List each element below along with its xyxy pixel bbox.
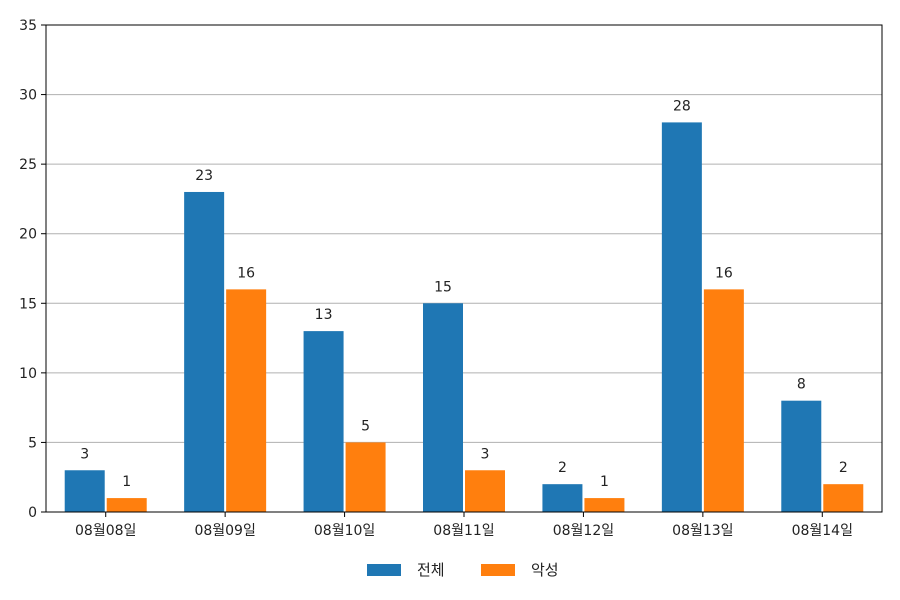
x-tick-label: 08월10일 <box>314 523 375 539</box>
bar-malicious <box>703 289 744 512</box>
plot-frame <box>45 24 883 513</box>
legend-swatch <box>481 564 515 576</box>
data-label: 15 <box>434 279 452 295</box>
data-label: 5 <box>361 418 370 434</box>
bar-malicious <box>465 470 505 512</box>
data-label: 23 <box>195 168 213 184</box>
bar-total <box>64 470 105 512</box>
data-label: 2 <box>839 460 848 476</box>
bar-total <box>542 484 583 512</box>
y-tick-label: 25 <box>19 157 37 173</box>
x-tick-label: 08월09일 <box>194 523 255 539</box>
data-label: 28 <box>673 98 691 114</box>
bar-malicious <box>345 442 386 512</box>
bar-total <box>423 303 463 512</box>
y-tick-label: 0 <box>28 505 37 521</box>
legend-label: 악성 <box>531 561 559 579</box>
x-tick-label: 08월14일 <box>792 523 853 539</box>
y-tick-label: 10 <box>19 366 37 382</box>
data-labels: 3 1 23 16 13 5 15 3 2 1 28 16 8 2 <box>80 98 847 490</box>
data-label: 1 <box>122 474 131 490</box>
data-label: 16 <box>715 265 733 281</box>
bar-total <box>184 191 225 512</box>
bar-malicious <box>823 484 864 512</box>
y-tick-label: 5 <box>28 435 37 451</box>
data-label: 8 <box>797 377 806 393</box>
bar-malicious <box>226 289 267 512</box>
grid-lines <box>46 94 882 443</box>
data-label: 1 <box>600 474 609 490</box>
bar-total <box>661 122 702 513</box>
bar-total <box>303 331 344 512</box>
y-tick-label: 20 <box>19 227 37 243</box>
legend-swatch <box>367 564 401 576</box>
x-tick-label: 08월13일 <box>672 523 733 539</box>
data-label: 2 <box>558 460 567 476</box>
data-label: 16 <box>237 265 255 281</box>
x-axis: 08월08일 08월09일 08월10일 08월11일 08월12일 08월13일 08월1… <box>75 512 853 539</box>
bar-malicious <box>584 498 625 512</box>
y-tick-label: 35 <box>19 18 37 34</box>
bar-malicious <box>106 498 147 512</box>
bars <box>64 122 864 513</box>
x-tick-label: 08월12일 <box>553 523 614 539</box>
x-tick-label: 08월11일 <box>433 523 494 539</box>
data-label: 3 <box>481 446 490 462</box>
y-tick-label: 30 <box>19 88 37 104</box>
y-tick-label: 15 <box>19 296 37 312</box>
bar-total <box>781 400 822 512</box>
data-label: 3 <box>80 446 89 462</box>
x-tick-label: 08월08일 <box>75 523 136 539</box>
data-label: 13 <box>315 307 333 323</box>
legend: 전체 악성 <box>367 561 559 579</box>
y-axis: 0 5 10 15 20 25 30 35 <box>19 18 46 521</box>
legend-label: 전체 <box>417 561 445 579</box>
